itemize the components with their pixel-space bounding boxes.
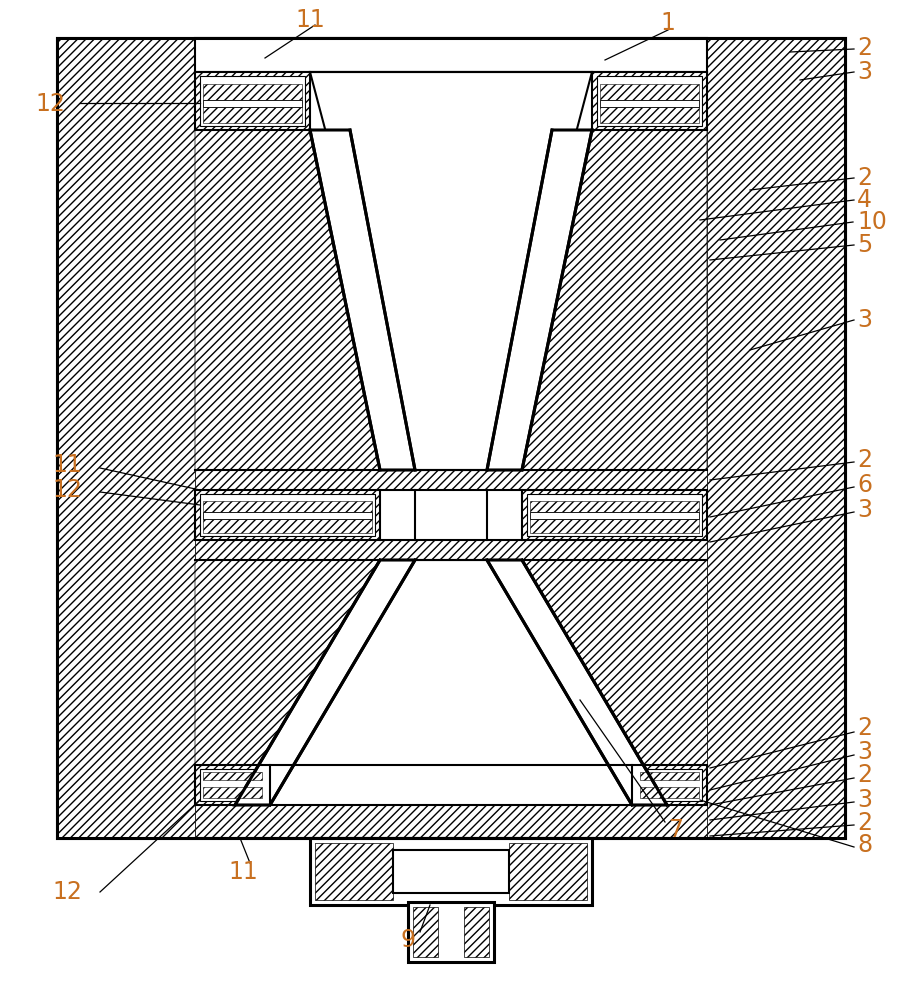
Polygon shape (487, 130, 592, 470)
Bar (464, 907, 489, 957)
Polygon shape (310, 72, 592, 470)
Text: 3: 3 (857, 308, 872, 332)
Bar (195, 72, 310, 130)
Text: 3: 3 (857, 498, 872, 522)
Bar (195, 805, 707, 838)
Bar (57, 38, 845, 838)
Polygon shape (235, 560, 415, 805)
Text: 4: 4 (857, 188, 872, 212)
Bar (203, 107, 302, 123)
Text: 1: 1 (660, 11, 675, 35)
Bar (530, 519, 699, 533)
Bar (195, 38, 707, 72)
Bar (195, 470, 707, 490)
Bar (310, 838, 592, 905)
Text: 7: 7 (668, 818, 683, 842)
Bar (600, 84, 699, 100)
Bar (530, 501, 699, 512)
Bar (203, 519, 372, 533)
Text: 2: 2 (857, 166, 872, 190)
Bar (315, 843, 393, 900)
Bar (640, 787, 699, 798)
Polygon shape (195, 130, 415, 470)
Polygon shape (487, 560, 667, 805)
Bar (200, 494, 375, 536)
Text: 2: 2 (857, 716, 872, 740)
Bar (707, 38, 845, 838)
Text: 3: 3 (857, 740, 872, 764)
Bar (600, 100, 699, 107)
Bar (203, 84, 302, 100)
Bar (57, 38, 195, 838)
Text: 9: 9 (400, 928, 415, 952)
Text: 3: 3 (857, 60, 872, 84)
Bar (203, 501, 372, 512)
Text: 2: 2 (857, 36, 872, 60)
Bar (203, 772, 262, 780)
Bar (509, 843, 587, 900)
Polygon shape (310, 130, 415, 470)
Text: 11: 11 (295, 8, 325, 32)
Text: 12: 12 (52, 880, 82, 904)
Bar (57, 38, 845, 838)
Polygon shape (487, 130, 707, 470)
Bar (203, 512, 372, 519)
Text: 11: 11 (52, 453, 82, 477)
Polygon shape (522, 560, 707, 805)
Bar (632, 765, 707, 805)
Text: 12: 12 (52, 478, 82, 502)
Polygon shape (195, 560, 380, 805)
Bar (195, 490, 380, 540)
Text: 12: 12 (35, 92, 65, 116)
Text: 11: 11 (228, 860, 258, 884)
Bar (530, 512, 699, 519)
Text: 2: 2 (857, 811, 872, 835)
Bar (200, 769, 265, 801)
Text: 10: 10 (857, 210, 887, 234)
Bar (637, 769, 702, 801)
Text: 2: 2 (857, 448, 872, 472)
Bar (592, 72, 707, 130)
Bar (203, 787, 262, 798)
Bar (597, 76, 702, 126)
Bar (195, 540, 707, 560)
Bar (393, 850, 509, 893)
Bar (200, 76, 305, 126)
Polygon shape (270, 560, 632, 805)
Bar (522, 490, 707, 540)
Bar (600, 107, 699, 123)
Bar (527, 494, 702, 536)
Bar (408, 902, 494, 962)
Text: 8: 8 (857, 833, 872, 857)
Bar (413, 907, 438, 957)
Text: 6: 6 (857, 473, 872, 497)
Text: 3: 3 (857, 788, 872, 812)
Bar (640, 772, 699, 780)
Bar (195, 765, 270, 805)
Bar (203, 100, 302, 107)
Text: 2: 2 (857, 763, 872, 787)
Text: 5: 5 (857, 233, 872, 257)
